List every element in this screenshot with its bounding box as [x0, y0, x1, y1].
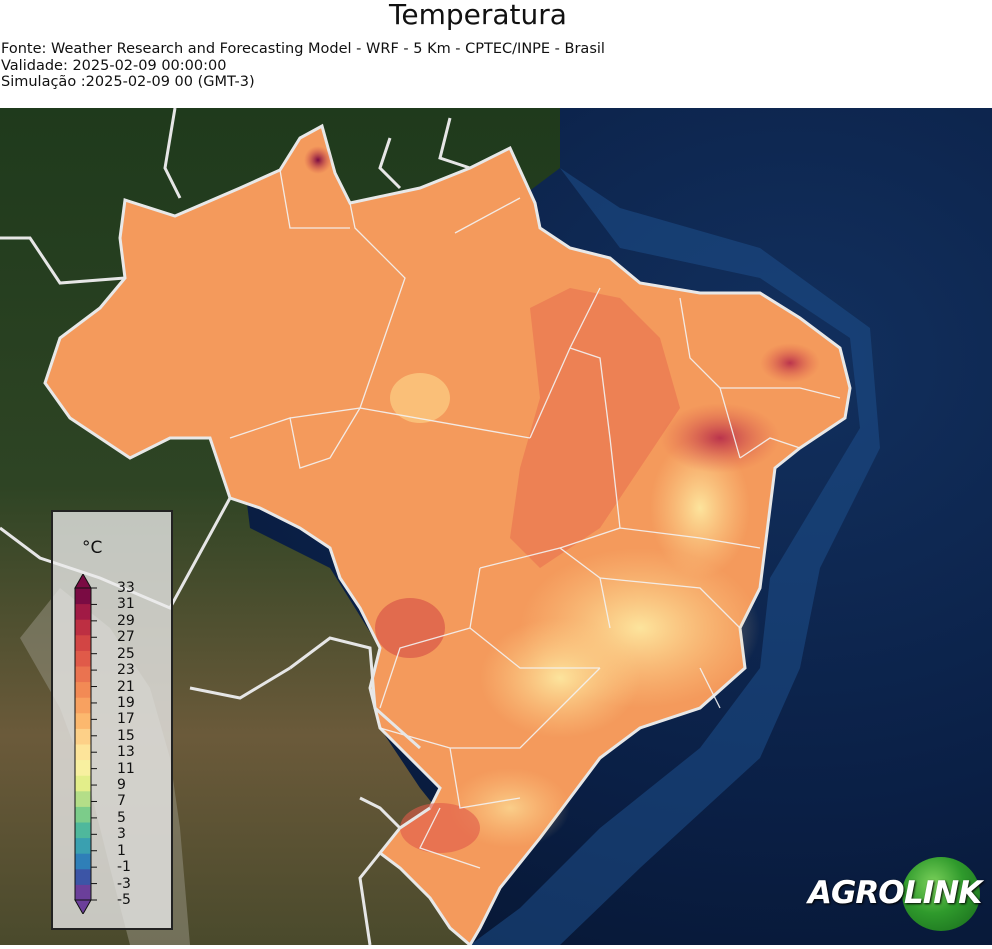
legend-tick-label: 23	[117, 662, 135, 679]
colorbar-outline	[74, 587, 92, 901]
map-metadata: Fonte: Weather Research and Forecasting …	[1, 41, 605, 91]
legend-tick-label: -1	[117, 859, 131, 876]
colorbar-segment	[75, 775, 91, 792]
colorbar-segment	[75, 712, 91, 729]
colorbar-segment	[75, 884, 91, 901]
map-title: Temperatura	[389, 0, 567, 31]
colorbar-min-arrow	[74, 899, 92, 914]
colorbar-segment	[75, 728, 91, 745]
colorbar-segment	[75, 744, 91, 761]
legend-tick-label: 1	[117, 842, 126, 859]
colorbar-segment	[75, 588, 91, 605]
legend-tick-label: 27	[117, 629, 135, 646]
logo-globe	[902, 857, 980, 931]
source-line: Fonte: Weather Research and Forecasting …	[1, 41, 605, 57]
logo-text-agro: AGRO	[808, 875, 905, 911]
validity-line: Validade: 2025-02-09 00:00:00	[1, 57, 227, 74]
legend-unit: °C	[82, 538, 103, 558]
logo-text-link: LINK	[904, 875, 982, 911]
colorbar-segment	[75, 868, 91, 885]
colorbar-segment	[75, 759, 91, 776]
colorbar-segment	[75, 634, 91, 651]
agrolink-logo: AGRO LINK	[806, 857, 982, 931]
legend-tick-label: 29	[117, 612, 135, 629]
legend-tick-label: -5	[117, 892, 131, 908]
legend-tick-label: 7	[117, 793, 126, 810]
colorbar-segment	[75, 619, 91, 636]
colorbar-segment	[75, 603, 91, 620]
colorbar-segment	[75, 697, 91, 714]
legend-tick-label: 15	[117, 727, 135, 744]
coastal-shelf	[470, 168, 880, 945]
legend-tick-label: 25	[117, 645, 135, 662]
colorbar-segment	[75, 681, 91, 698]
legend-tick-label: 5	[117, 809, 126, 826]
legend-tick-label: 9	[117, 777, 126, 794]
colorbar-max-arrow	[74, 574, 92, 589]
colorbar-segment	[75, 666, 91, 683]
colorbar-segment	[75, 650, 91, 667]
legend-tick-label: 31	[117, 596, 135, 613]
legend-tick-label: -3	[117, 875, 131, 892]
colorbar-segment	[75, 837, 91, 854]
colorbar-segment	[75, 853, 91, 870]
legend-tick-label: 11	[117, 760, 135, 777]
legend-tick-label: 33	[117, 580, 135, 596]
colorbar	[74, 574, 97, 914]
colorbar-segment	[75, 806, 91, 823]
legend-tick-label: 3	[117, 826, 126, 843]
color-legend: °C 33 31 29 27 25 23 21 19 17 15 13 11 9 7 5 3 1 -1 -3 -5	[51, 510, 173, 930]
colorbar-segment	[75, 822, 91, 839]
legend-tick-label: 17	[117, 711, 135, 728]
state-borders	[229, 169, 841, 869]
legend-tick-label: 21	[117, 678, 135, 695]
simulation-line: Simulação :2025-02-09 00 (GMT-3)	[1, 74, 255, 90]
colorbar-segment	[75, 790, 91, 807]
legend-tick-label: 13	[117, 744, 135, 761]
legend-tick-label: 19	[117, 694, 135, 711]
